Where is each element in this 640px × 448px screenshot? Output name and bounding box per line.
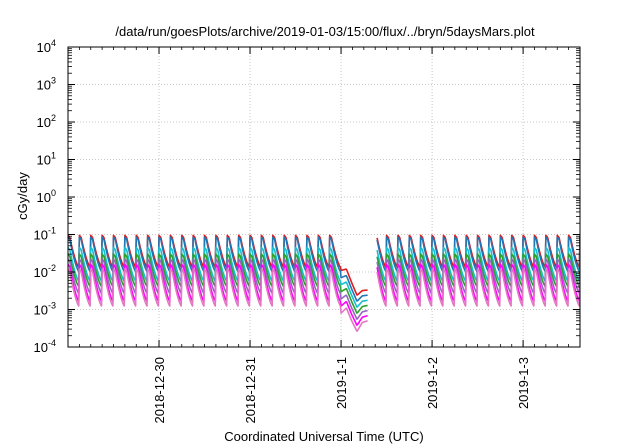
y-axis: 10-4 10-3 10-2 10-1 100 101 102 103 104 — [34, 38, 580, 355]
y-tick-label: 100 — [37, 188, 56, 205]
x-tick-label: 2018-12-31 — [243, 357, 258, 424]
series-line — [376, 236, 580, 273]
y-tick-label: 101 — [37, 151, 56, 168]
x-axis: 2018-12-30 2018-12-31 2019-1-1 2019-1-2 2019… — [78, 47, 570, 424]
x-tick-label: 2019-1-1 — [334, 357, 349, 409]
y-axis-label: cGy/day — [15, 172, 30, 220]
x-tick-label: 2019-1-3 — [516, 357, 531, 409]
series-line — [376, 234, 580, 269]
y-tick-label: 10-4 — [34, 338, 56, 355]
y-tick-label: 10-3 — [34, 301, 56, 318]
y-tick-label: 103 — [37, 76, 56, 93]
y-tick-label: 10-2 — [34, 263, 56, 280]
series-line — [376, 268, 580, 307]
y-tick-label: 102 — [37, 113, 56, 130]
series-line — [376, 263, 580, 303]
y-tick-label: 104 — [37, 38, 56, 55]
y-tick-label: 10-1 — [34, 226, 56, 243]
x-tick-label: 2018-12-30 — [152, 357, 167, 424]
series-line — [68, 268, 368, 332]
x-tick-label: 2019-1-2 — [425, 357, 440, 409]
series-line — [376, 246, 580, 282]
chart-title: /data/run/goesPlots/archive/2019-01-03/1… — [115, 24, 535, 39]
series-line — [376, 258, 580, 295]
series-line — [376, 253, 580, 288]
x-axis-label: Coordinated Universal Time (UTC) — [224, 429, 423, 444]
series-layer — [68, 234, 580, 332]
